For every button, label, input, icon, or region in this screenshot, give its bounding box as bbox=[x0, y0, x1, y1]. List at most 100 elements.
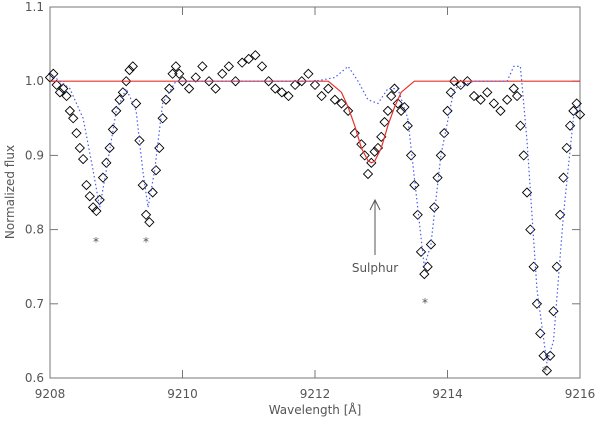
data-point bbox=[111, 105, 122, 117]
data-point bbox=[256, 61, 268, 72]
data-point bbox=[250, 50, 261, 61]
y-tick-label: 0.7 bbox=[25, 297, 44, 311]
plot-frame bbox=[49, 6, 581, 379]
data-point bbox=[276, 87, 288, 98]
data-point bbox=[197, 61, 208, 72]
data-point bbox=[518, 150, 529, 161]
model-line bbox=[50, 80, 580, 164]
data-point bbox=[515, 120, 526, 131]
data-point bbox=[415, 246, 427, 257]
data-point bbox=[554, 209, 566, 220]
data-point bbox=[376, 131, 387, 142]
data-point bbox=[71, 128, 82, 139]
data-point bbox=[303, 68, 314, 79]
data-point bbox=[329, 94, 341, 105]
data-point bbox=[44, 72, 56, 83]
x-tick-label: 9214 bbox=[432, 387, 463, 401]
data-point bbox=[336, 98, 347, 109]
data-point bbox=[564, 120, 576, 131]
data-point bbox=[170, 61, 182, 72]
data-point bbox=[309, 79, 321, 91]
data-point bbox=[558, 172, 569, 183]
asterisk: * bbox=[143, 235, 149, 249]
data-point bbox=[243, 53, 254, 65]
data-point bbox=[369, 146, 380, 157]
data-point bbox=[58, 83, 69, 94]
data-point bbox=[121, 76, 132, 87]
data-point bbox=[68, 113, 79, 124]
data-point bbox=[283, 90, 294, 102]
data-point bbox=[81, 179, 92, 191]
y-tick-label: 0.8 bbox=[25, 223, 44, 237]
data-point bbox=[359, 150, 370, 161]
data-point bbox=[144, 217, 155, 228]
data-point bbox=[462, 76, 473, 87]
data-point bbox=[382, 105, 394, 117]
data-point bbox=[372, 142, 384, 154]
data-point bbox=[130, 98, 142, 109]
data-point bbox=[101, 157, 112, 168]
data-point bbox=[64, 105, 76, 117]
data-point bbox=[160, 94, 172, 105]
data-point bbox=[289, 79, 301, 91]
data-point bbox=[399, 102, 410, 113]
data-point bbox=[545, 350, 556, 361]
data-point bbox=[91, 205, 102, 217]
data-point bbox=[561, 142, 572, 154]
data-point bbox=[531, 298, 543, 309]
x-tick-label: 9212 bbox=[300, 387, 331, 401]
data-point bbox=[154, 142, 165, 154]
data-point bbox=[137, 179, 148, 191]
data-point bbox=[203, 76, 215, 87]
data-point bbox=[541, 365, 553, 376]
data-point bbox=[94, 194, 105, 206]
data-point bbox=[405, 150, 417, 161]
data-point bbox=[535, 328, 546, 339]
data-point bbox=[435, 150, 447, 161]
data-point bbox=[482, 87, 493, 98]
model-line bbox=[49, 65, 581, 364]
data-point bbox=[77, 153, 89, 165]
data-point bbox=[409, 179, 420, 191]
y-tick-label: 0.6 bbox=[25, 371, 44, 385]
data-point bbox=[174, 68, 185, 79]
data-point bbox=[48, 68, 59, 79]
data-point bbox=[223, 61, 235, 72]
data-point bbox=[54, 87, 66, 98]
data-point bbox=[270, 83, 281, 94]
data-point bbox=[455, 79, 466, 91]
data-point bbox=[150, 165, 162, 176]
data-point bbox=[386, 90, 397, 102]
data-point bbox=[74, 142, 85, 154]
data-point bbox=[495, 105, 506, 117]
data-point bbox=[395, 105, 407, 117]
x-tick-label: 9208 bbox=[35, 387, 66, 401]
data-point bbox=[442, 105, 453, 117]
x-tick-label: 9216 bbox=[565, 387, 596, 401]
data-point bbox=[140, 209, 152, 220]
y-tick-label: 1.0 bbox=[25, 74, 44, 88]
data-point bbox=[51, 79, 62, 91]
data-point bbox=[551, 261, 562, 272]
data-point bbox=[316, 90, 327, 102]
y-axis-label: Normalized flux bbox=[3, 145, 17, 239]
data-point bbox=[445, 87, 456, 98]
data-point bbox=[429, 202, 440, 213]
data-point bbox=[296, 76, 307, 87]
data-point bbox=[422, 261, 433, 272]
data-point bbox=[61, 90, 72, 102]
data-point bbox=[432, 172, 443, 183]
data-point bbox=[230, 76, 241, 87]
data-point bbox=[217, 68, 228, 79]
data-point bbox=[389, 83, 400, 94]
data-point bbox=[107, 124, 119, 135]
data-point bbox=[236, 57, 248, 68]
data-point bbox=[157, 113, 168, 124]
y-tick-label: 0.9 bbox=[25, 148, 44, 162]
annotation-label: Sulphur bbox=[352, 261, 398, 275]
data-point bbox=[183, 83, 195, 94]
x-tick-label: 9210 bbox=[167, 387, 198, 401]
data-point bbox=[402, 120, 413, 131]
